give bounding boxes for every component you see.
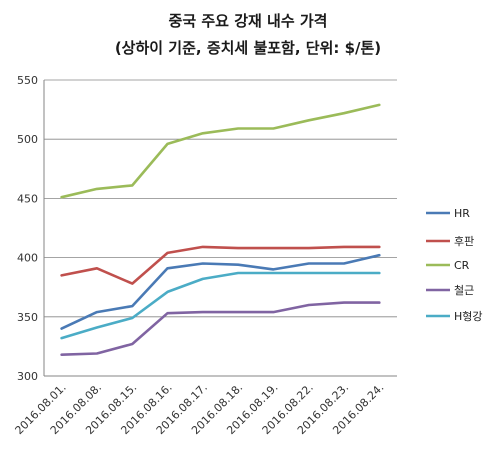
y-tick-label: 550 — [17, 74, 38, 87]
series-line-4 — [60, 271, 381, 340]
series-line-2 — [60, 103, 381, 199]
y-tick-label: 300 — [17, 370, 38, 383]
y-axis-ticks: 300 350 400 450 500 550 — [17, 74, 38, 383]
x-axis-ticks: 2016.08.01.2016.08.08.2016.08.15.2016.08… — [13, 381, 387, 437]
series-line-0 — [60, 253, 381, 330]
legend-label-0: HR — [454, 207, 470, 220]
series-lines — [60, 103, 381, 357]
series-line-1 — [60, 245, 381, 285]
y-tick-label: 400 — [17, 252, 38, 265]
axes — [43, 80, 397, 377]
legend-label-4: H형강 — [454, 310, 483, 323]
chart-subtitle: (상하이 기준, 증치세 불포함, 단위: $/톤) — [115, 39, 381, 57]
y-tick-label: 500 — [17, 133, 38, 146]
legend: HR 후판 CR 철근 H형강 — [426, 207, 483, 323]
legend-label-2: CR — [454, 259, 470, 272]
legend-label-3: 철근 — [454, 284, 474, 297]
y-tick-label: 350 — [17, 311, 38, 324]
gridlines — [44, 79, 397, 377]
legend-label-1: 후판 — [454, 235, 474, 248]
series-line-3 — [60, 301, 381, 357]
chart-title: 중국 주요 강재 내수 가격 — [169, 12, 328, 30]
y-tick-label: 450 — [17, 192, 38, 205]
